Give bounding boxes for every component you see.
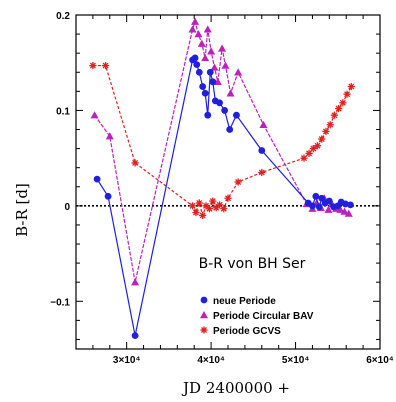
data-point-asterisk [188, 202, 197, 210]
data-point-circle [309, 202, 316, 210]
data-point-triangle [259, 120, 268, 128]
data-point-asterisk [330, 111, 338, 119]
data-point-circle [193, 61, 201, 69]
data-point-triangle [324, 205, 333, 213]
data-point-circle [341, 200, 349, 208]
data-point-asterisk [199, 211, 207, 219]
data-point-asterisk [205, 205, 214, 213]
data-point-circle [131, 332, 139, 340]
data-point-circle [206, 68, 214, 76]
data-point-asterisk [101, 61, 110, 70]
data-point-circle [318, 194, 326, 202]
data-point-triangle [131, 278, 140, 286]
data-point-triangle [188, 25, 197, 33]
data-point-asterisk [224, 194, 232, 202]
data-point-asterisk [209, 197, 217, 205]
data-point-circle [233, 111, 240, 119]
data-point-triangle [105, 132, 114, 140]
data-point-triangle [226, 89, 235, 97]
y-tick-label: 0.2 [56, 11, 70, 22]
data-point-circle [312, 192, 320, 200]
y-tick-label: 0 [64, 202, 70, 213]
data-point-circle [315, 203, 323, 211]
data-point-asterisk [300, 154, 308, 162]
data-point-circle [325, 197, 333, 205]
data-point-circle [201, 89, 209, 97]
data-point-asterisk [305, 149, 313, 157]
data-point-triangle [344, 209, 353, 217]
legend-label: neue Periode [213, 296, 276, 307]
data-point-circle [104, 192, 112, 200]
data-point-asterisk [343, 90, 351, 98]
data-point-triangle [90, 111, 99, 119]
data-point-triangle [194, 30, 203, 38]
legend-label: Periode GCVS [213, 326, 281, 337]
data-point-asterisk [339, 99, 347, 107]
data-point-triangle [191, 17, 200, 25]
data-point-asterisk [326, 121, 334, 129]
legend-marker-triangle [200, 311, 208, 319]
data-point-asterisk [220, 205, 228, 213]
data-point-triangle [234, 68, 243, 76]
data-point-triangle [201, 53, 210, 62]
data-point-triangle [210, 63, 219, 71]
data-point-asterisk [131, 159, 139, 167]
data-point-circle [195, 68, 203, 76]
y-tick-label: −0.1 [50, 297, 70, 308]
x-tick-label: 6×10⁴ [366, 355, 394, 366]
data-point-asterisk [258, 168, 266, 177]
data-point-circle [221, 107, 229, 114]
chart-title: B-R von BH Ser [199, 256, 306, 272]
data-point-circle [199, 83, 207, 90]
data-point-triangle [340, 207, 349, 215]
x-tick-label: 3×10⁴ [113, 355, 141, 366]
data-point-asterisk [309, 145, 317, 153]
data-point-circle [191, 54, 199, 62]
data-point-asterisk [335, 104, 343, 113]
data-point-asterisk [195, 199, 203, 207]
data-point-circle [226, 126, 234, 133]
y-axis-label: B-R [d] [13, 183, 31, 237]
data-point-circle [209, 78, 217, 86]
data-point-circle [216, 99, 223, 107]
series-line-asterisk [92, 64, 352, 218]
y-tick-label: 0.1 [56, 106, 70, 117]
x-tick-label: 5×10⁴ [282, 355, 310, 366]
data-point-asterisk [318, 135, 326, 143]
data-point-triangle [207, 47, 216, 55]
data-point-asterisk [322, 127, 330, 136]
series-line-circle [96, 56, 351, 336]
legend-marker-circle [200, 296, 208, 304]
data-point-asterisk [234, 178, 242, 186]
data-point-asterisk [313, 142, 322, 150]
data-point-triangle [203, 25, 212, 33]
legend-marker-asterisk [200, 326, 208, 334]
x-tick-label: 4×10⁴ [197, 355, 225, 366]
data-point-triangle [218, 44, 227, 52]
data-point-circle [93, 175, 101, 183]
data-point-triangle [221, 61, 230, 69]
data-point-asterisk [89, 61, 97, 70]
data-point-circle [258, 147, 266, 154]
data-point-circle [204, 111, 212, 119]
x-axis-label: JD 2400000 + [181, 379, 290, 397]
data-point-asterisk [347, 82, 355, 91]
data-point-asterisk [192, 208, 200, 217]
data-point-triangle [197, 39, 206, 47]
data-point-triangle [336, 205, 345, 213]
legend-label: Periode Circular BAV [213, 311, 314, 322]
data-point-circle [347, 201, 354, 209]
